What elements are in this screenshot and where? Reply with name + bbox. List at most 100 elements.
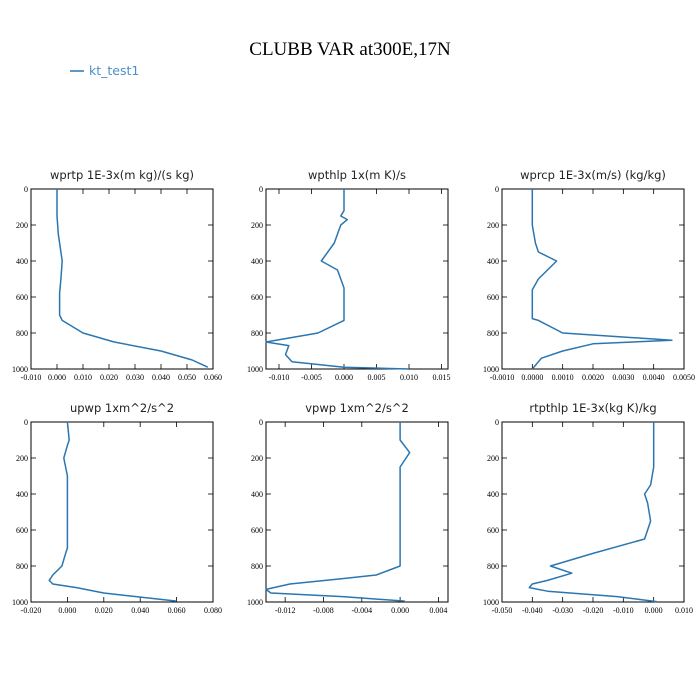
x-tick-label: 0.040 [131, 606, 149, 615]
y-tick-label: 1000 [247, 598, 263, 607]
panel-4: upwp 1xm^2/s^2 -0.020 0.000 0.020 0.040 0.060… [12, 401, 222, 615]
y-tick-label: 1000 [12, 598, 28, 607]
y-tick-label: 600 [251, 293, 263, 302]
y-tick-label: 0 [495, 185, 499, 194]
panel-6: rtpthlp 1E-3x(kg K)/kg -0.050 -0.040 -0.030… [483, 401, 693, 615]
x-tick-label: 0.0050 [673, 373, 695, 382]
series-line [265, 422, 411, 602]
y-tick-label: 600 [16, 293, 28, 302]
y-tick-label: 1000 [12, 365, 28, 374]
y-tick-label: 400 [251, 257, 263, 266]
x-tick-label: 0.004 [429, 606, 447, 615]
y-tick-label: 600 [487, 293, 499, 302]
y-tick-label: 400 [16, 490, 28, 499]
x-tick-label: -0.030 [552, 606, 573, 615]
x-tick-label: 0.020 [95, 606, 113, 615]
x-tick-label: 0.0000 [521, 373, 543, 382]
y-tick-label: 200 [16, 221, 28, 230]
y-tick-label: 0 [24, 418, 28, 427]
y-tick-label: 800 [16, 562, 28, 571]
panels: wprtp 1E-3x(m kg)/(s kg) -0.010 0.000 0.010… [12, 168, 695, 615]
x-tick-label: 0.000 [335, 373, 353, 382]
y-tick-label: 800 [487, 329, 499, 338]
panel-title: upwp 1xm^2/s^2 [70, 401, 174, 415]
x-tick-label: -0.008 [313, 606, 334, 615]
panel-2: wpthlp 1x(m K)/s -0.010 -0.005 0.000 0.005 0.… [247, 168, 451, 382]
x-tick-label: 0.060 [204, 373, 222, 382]
x-tick-label: 0.030 [126, 373, 144, 382]
x-tick-label: 0.000 [48, 373, 66, 382]
x-tick-label: -0.0010 [490, 373, 515, 382]
plot-frame [501, 188, 685, 370]
x-tick-label: -0.005 [301, 373, 322, 382]
y-tick-label: 200 [487, 454, 499, 463]
x-tick-label: -0.010 [21, 373, 42, 382]
x-tick-label: 0.010 [675, 606, 693, 615]
y-tick-label: 200 [251, 221, 263, 230]
panel-title: wprtp 1E-3x(m kg)/(s kg) [50, 168, 194, 182]
plot-frame [265, 188, 449, 370]
x-tick-label: 0.060 [168, 606, 186, 615]
panel-1: wprtp 1E-3x(m kg)/(s kg) -0.010 0.000 0.010… [12, 168, 222, 382]
y-tick-label: 1000 [247, 365, 263, 374]
series-line [56, 189, 209, 368]
y-tick-label: 200 [487, 221, 499, 230]
panel-title: rtpthlp 1E-3x(kg K)/kg [529, 401, 656, 415]
x-tick-label: 0.010 [400, 373, 418, 382]
y-tick-label: 0 [24, 185, 28, 194]
y-tick-label: 400 [487, 257, 499, 266]
x-tick-label: -0.012 [275, 606, 296, 615]
plot-frame [501, 421, 685, 603]
series-line [531, 189, 673, 370]
y-tick-label: 600 [251, 526, 263, 535]
legend-label: kt_test1 [89, 63, 139, 78]
x-tick-label: 0.0040 [643, 373, 665, 382]
y-tick-label: 0 [259, 418, 263, 427]
x-tick-label: -0.050 [492, 606, 513, 615]
series-line [48, 421, 177, 602]
x-tick-label: 0.050 [178, 373, 196, 382]
plot-frame [30, 421, 214, 603]
x-tick-label: -0.010 [269, 373, 290, 382]
x-tick-label: -0.040 [522, 606, 543, 615]
y-tick-label: 1000 [483, 365, 499, 374]
x-tick-label: 0.015 [433, 373, 451, 382]
x-tick-label: -0.020 [21, 606, 42, 615]
x-tick-label: 0.000 [391, 606, 409, 615]
y-tick-label: 800 [251, 329, 263, 338]
x-tick-label: 0.0020 [582, 373, 604, 382]
y-tick-label: 600 [487, 526, 499, 535]
panel-title: wprcp 1E-3x(m/s) (kg/kg) [520, 168, 666, 182]
y-tick-label: 1000 [483, 598, 499, 607]
x-tick-label: -0.010 [613, 606, 634, 615]
y-tick-label: 400 [487, 490, 499, 499]
x-tick-label: 0.0010 [552, 373, 574, 382]
panel-5: vpwp 1xm^2/s^2 -0.012 -0.008 -0.004 0.000 0.0… [247, 401, 449, 615]
plot-frame [30, 188, 214, 370]
x-tick-label: -0.004 [351, 606, 372, 615]
legend: kt_test1 [70, 63, 139, 78]
panel-3: wprcp 1E-3x(m/s) (kg/kg) -0.0010 0.0000 0.0… [483, 168, 695, 382]
x-tick-label: 0.080 [204, 606, 222, 615]
x-tick-label: 0.005 [368, 373, 386, 382]
y-tick-label: 800 [251, 562, 263, 571]
y-tick-label: 400 [16, 257, 28, 266]
x-tick-label: 0.040 [152, 373, 170, 382]
x-tick-label: 0.020 [100, 373, 118, 382]
y-tick-label: 200 [16, 454, 28, 463]
x-tick-label: 0.000 [645, 606, 663, 615]
panel-title: vpwp 1xm^2/s^2 [305, 401, 409, 415]
x-tick-label: 0.000 [58, 606, 76, 615]
y-tick-label: 800 [487, 562, 499, 571]
series-line [528, 422, 657, 603]
plot-frame [265, 421, 449, 603]
figure-title: CLUBB VAR at300E,17N [249, 39, 451, 60]
y-tick-label: 0 [495, 418, 499, 427]
y-tick-label: 400 [251, 490, 263, 499]
y-tick-label: 0 [259, 185, 263, 194]
series-line [265, 189, 410, 370]
x-tick-label: 0.0030 [612, 373, 634, 382]
y-tick-label: 800 [16, 329, 28, 338]
y-tick-label: 600 [16, 526, 28, 535]
